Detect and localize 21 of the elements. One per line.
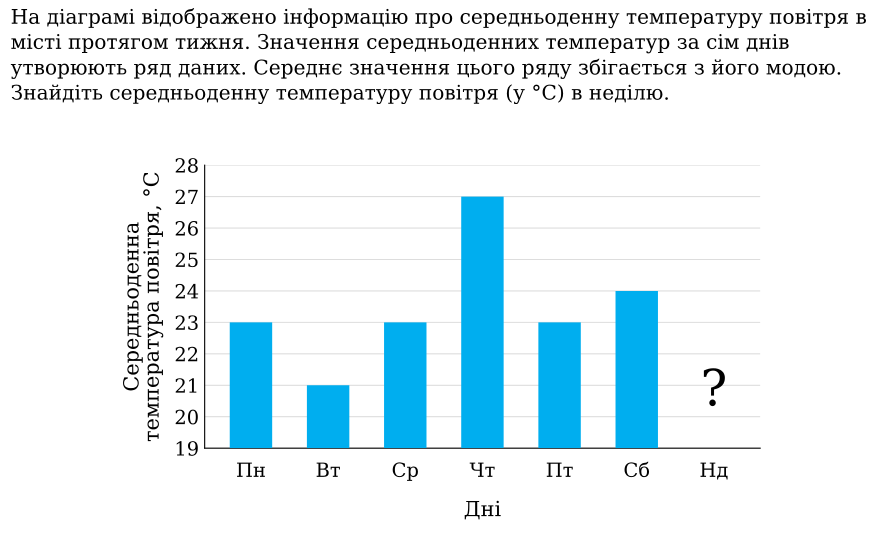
- y-tick-label: 23: [176, 315, 198, 330]
- y-tick-label: 25: [176, 252, 198, 268]
- x-axis-title: Дні: [464, 500, 501, 520]
- x-tick-label: Пт: [546, 462, 573, 477]
- x-tick-label: Пн: [237, 462, 265, 477]
- x-tick-label: Нд: [700, 462, 728, 480]
- x-tick-label: Вт: [316, 462, 340, 477]
- x-tick-label: Сб: [624, 462, 650, 478]
- y-tick-label: 22: [176, 346, 198, 362]
- y-tick-label: 19: [176, 441, 198, 456]
- chart-title: На діаграмі відображено інформацію про середньоденну температуру повітря в місті протягом тижня. Значення середньоденних температур за сім днів утворюють ряд даних. Середнє значення цього ряду збігається з його модою. Знайдіть середньоденну температуру повітря (у °C) в неділю.: [10, 8, 866, 104]
- y-tick-label: 27: [176, 190, 198, 204]
- y-tick-label: 20: [176, 410, 198, 424]
- y-axis-title: Середньоденна температура повітря, °C: [123, 172, 164, 442]
- y-tick-label: 26: [176, 221, 198, 236]
- annotation: ?: [704, 368, 725, 406]
- y-tick-label: 21: [176, 378, 196, 393]
- y-tick-label: 28: [176, 158, 198, 173]
- x-tick-label: Чт: [470, 462, 495, 477]
- y-tick-label: 24: [176, 284, 198, 298]
- x-tick-label: Ср: [392, 462, 418, 481]
